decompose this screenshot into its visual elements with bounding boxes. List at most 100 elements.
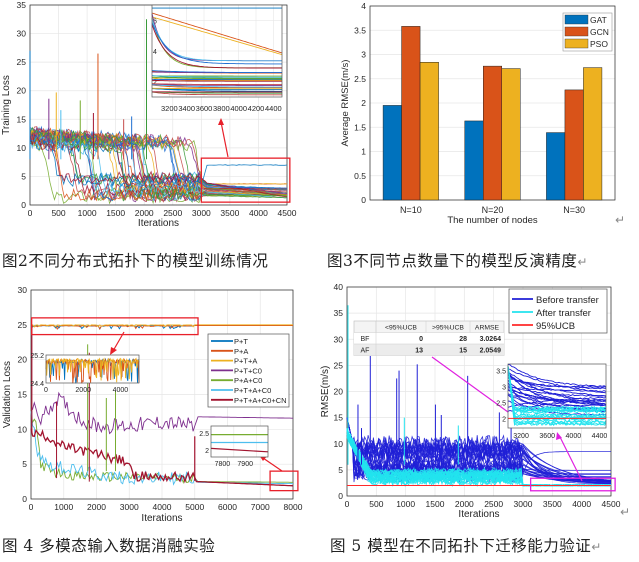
y-tick-label: 30 <box>334 334 344 344</box>
y-tick-label: 5 <box>21 171 26 181</box>
inset-loss-curve <box>151 70 282 74</box>
bar-gcn <box>564 89 584 201</box>
inset-box <box>210 425 269 458</box>
zoom-arrow-line <box>220 121 229 158</box>
inset-x-tick-label: 7900 <box>237 461 253 468</box>
zoom-arrow-line <box>262 457 283 472</box>
y-tick-label: 0 <box>361 195 366 205</box>
inset-after-curve <box>507 366 607 414</box>
bar-gat <box>382 105 402 201</box>
inset-before-curve <box>507 368 607 394</box>
y-tick-label: 35 <box>334 308 344 318</box>
bar-gcn <box>401 26 421 201</box>
loss-curve <box>29 132 288 197</box>
bar-pso <box>501 68 521 201</box>
y-tick-label: 2 <box>361 98 366 108</box>
loss-curve <box>29 130 288 196</box>
x-tick-label: 500 <box>369 499 383 509</box>
loss-curve <box>29 127 288 192</box>
legend-label: P+T+A <box>234 357 257 366</box>
legend: Before transfer After transfer 95%UCB <box>508 288 608 334</box>
curve-p-t-c0 <box>30 391 293 435</box>
x-tick-label: N=10 <box>400 205 422 215</box>
inset-x-tick-label: 4000 <box>566 433 582 440</box>
figure-2-caption: 图2不同分布式拓扑下的模型训练情况 <box>2 249 268 271</box>
inset-x-tick-label: 3600 <box>539 433 555 440</box>
inset-x-tick-label: 7800 <box>215 461 231 468</box>
x-tick-label: 2500 <box>484 499 503 509</box>
inset-after-curve <box>507 368 607 423</box>
y-tick-label: 15 <box>334 413 344 423</box>
return-mark-icon: ↵ <box>577 255 588 269</box>
table-cell: 0 <box>419 336 423 343</box>
x-tick-label: 500 <box>51 208 65 218</box>
zoom-arrow-head <box>218 118 224 125</box>
inset-x-tick-label: 4200 <box>248 104 265 113</box>
y-tick-label: 5 <box>22 459 27 469</box>
x-tick-label: 4000 <box>572 499 591 509</box>
inset-loss-curve <box>151 87 282 92</box>
inset-y-tick-label: 6 <box>153 18 157 25</box>
bar-pso <box>419 62 439 201</box>
loss-curves <box>29 19 288 205</box>
curve-p-t-a-c0-cn <box>30 428 294 487</box>
zoom-arrow-line <box>431 356 520 421</box>
inset-before-curve <box>507 393 607 407</box>
loss-curve <box>29 134 288 200</box>
inset-y-tick-label: 24.4 <box>30 381 44 388</box>
loss-curve <box>29 134 288 199</box>
inset-x-tick-label: 3200 <box>161 104 178 113</box>
loss-curve <box>29 131 287 202</box>
legend-label: P+T+C0 <box>234 366 262 375</box>
validation-curves <box>30 324 294 487</box>
table-header-cell: <95%UCB <box>385 325 417 332</box>
inset-plot-area <box>211 426 268 457</box>
x-axis-label: The number of nodes <box>447 215 538 226</box>
y-tick-label: 10 <box>334 439 344 449</box>
inset-curve <box>210 447 269 453</box>
y-tick-label: 10 <box>17 143 27 153</box>
x-axis-label: Iterations <box>458 509 499 520</box>
y-tick-label: 1.5 <box>354 122 366 132</box>
table-header-cell: ARMSE <box>475 325 500 332</box>
x-tick-label: N=30 <box>563 205 585 215</box>
zoom-arrow-head <box>110 347 117 355</box>
loss-curve <box>29 133 288 198</box>
inset-x-tick-label: 3400 <box>178 104 195 113</box>
figure-3-rmse-bar-chart: 0 0.5 1 1.5 2 2.5 3 3.5 4 The number of nodes Aver… <box>340 1 616 226</box>
inset-loss-curve <box>151 91 282 96</box>
y-tick-label: 0 <box>338 491 343 501</box>
loss-curve <box>29 134 288 190</box>
legend-label: P+A <box>234 347 248 356</box>
inset-box <box>45 354 140 384</box>
y-axis-label: Average RMSE(m/s) <box>340 60 351 147</box>
inset-chart: 3200 3400 3600 3800 4000 4200 4400 2 4 6 <box>151 4 283 113</box>
bar-gat <box>464 120 484 201</box>
inset-loss-curve <box>151 16 283 56</box>
inset-x-tick-label: 2000 <box>75 387 91 394</box>
figure-4-caption: 图 4 多模态输入数据消融实验 <box>2 534 215 556</box>
inset-after-curve <box>507 366 607 426</box>
y-tick-label: 35 <box>17 0 27 10</box>
y-tick-label: 30 <box>17 29 27 39</box>
y-axis-label: RMSE(m/s) <box>320 366 331 418</box>
x-tick-label: 3000 <box>192 208 211 218</box>
figure-5-caption: 图 5 模型在不同拓扑下迁移能力验证↵ <box>330 534 602 556</box>
legend-label: PSO <box>590 39 608 49</box>
table-row-bg <box>354 344 504 356</box>
x-tick-label: 2000 <box>135 208 154 218</box>
loss-curve <box>29 134 288 202</box>
return-mark-icon: ↵ <box>591 540 602 554</box>
inset-x-tick-label: 4000 <box>230 104 247 113</box>
zoom-arrow-head <box>556 432 562 440</box>
inset-y-tick-label: 2 <box>153 80 157 87</box>
x-tick-label: 2000 <box>455 499 474 509</box>
inset-y-tick-label: 3.5 <box>496 368 506 375</box>
inset-x-tick-label: 3800 <box>213 104 230 113</box>
inset-x-tick-label: 4000 <box>113 387 129 394</box>
table-cell: 2.0549 <box>480 348 502 355</box>
inset-x-tick-label: 4400 <box>265 104 282 113</box>
zoom-region-box <box>529 477 616 492</box>
y-tick-label: 3.5 <box>354 25 366 35</box>
